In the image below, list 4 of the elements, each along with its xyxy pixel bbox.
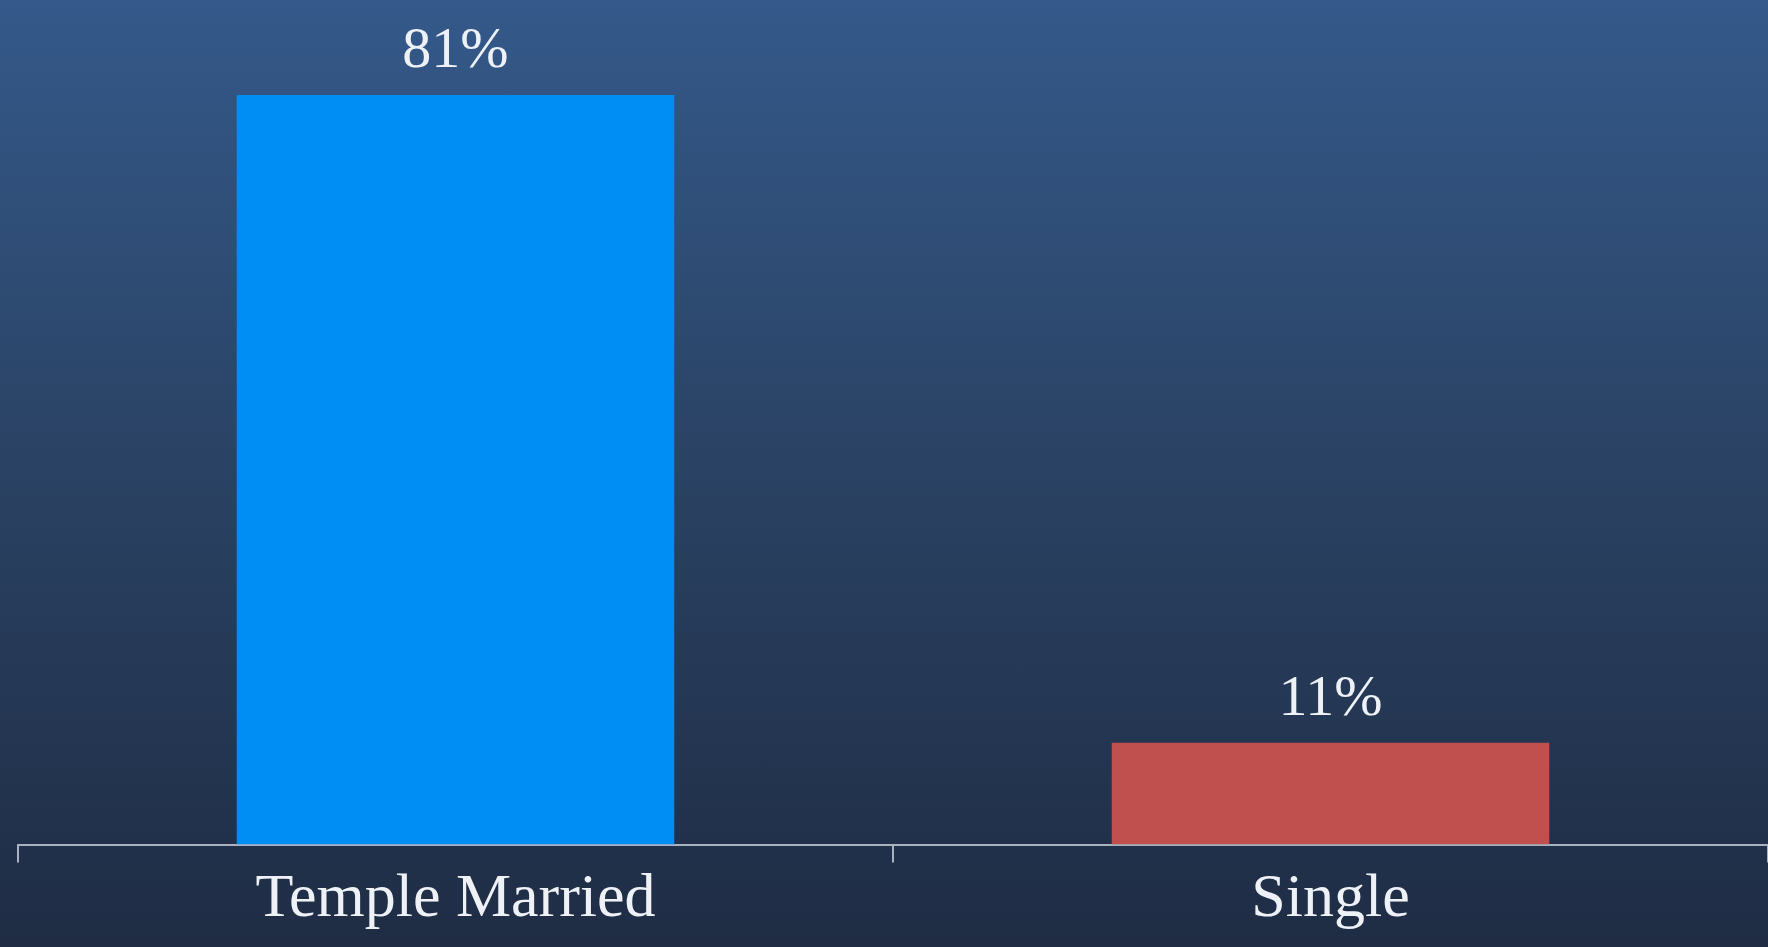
x-tick-label: Temple Married xyxy=(255,861,656,930)
x-tick-label: Single xyxy=(1251,861,1410,930)
data-label: 11% xyxy=(1278,663,1383,729)
data-label: 81% xyxy=(402,15,509,81)
